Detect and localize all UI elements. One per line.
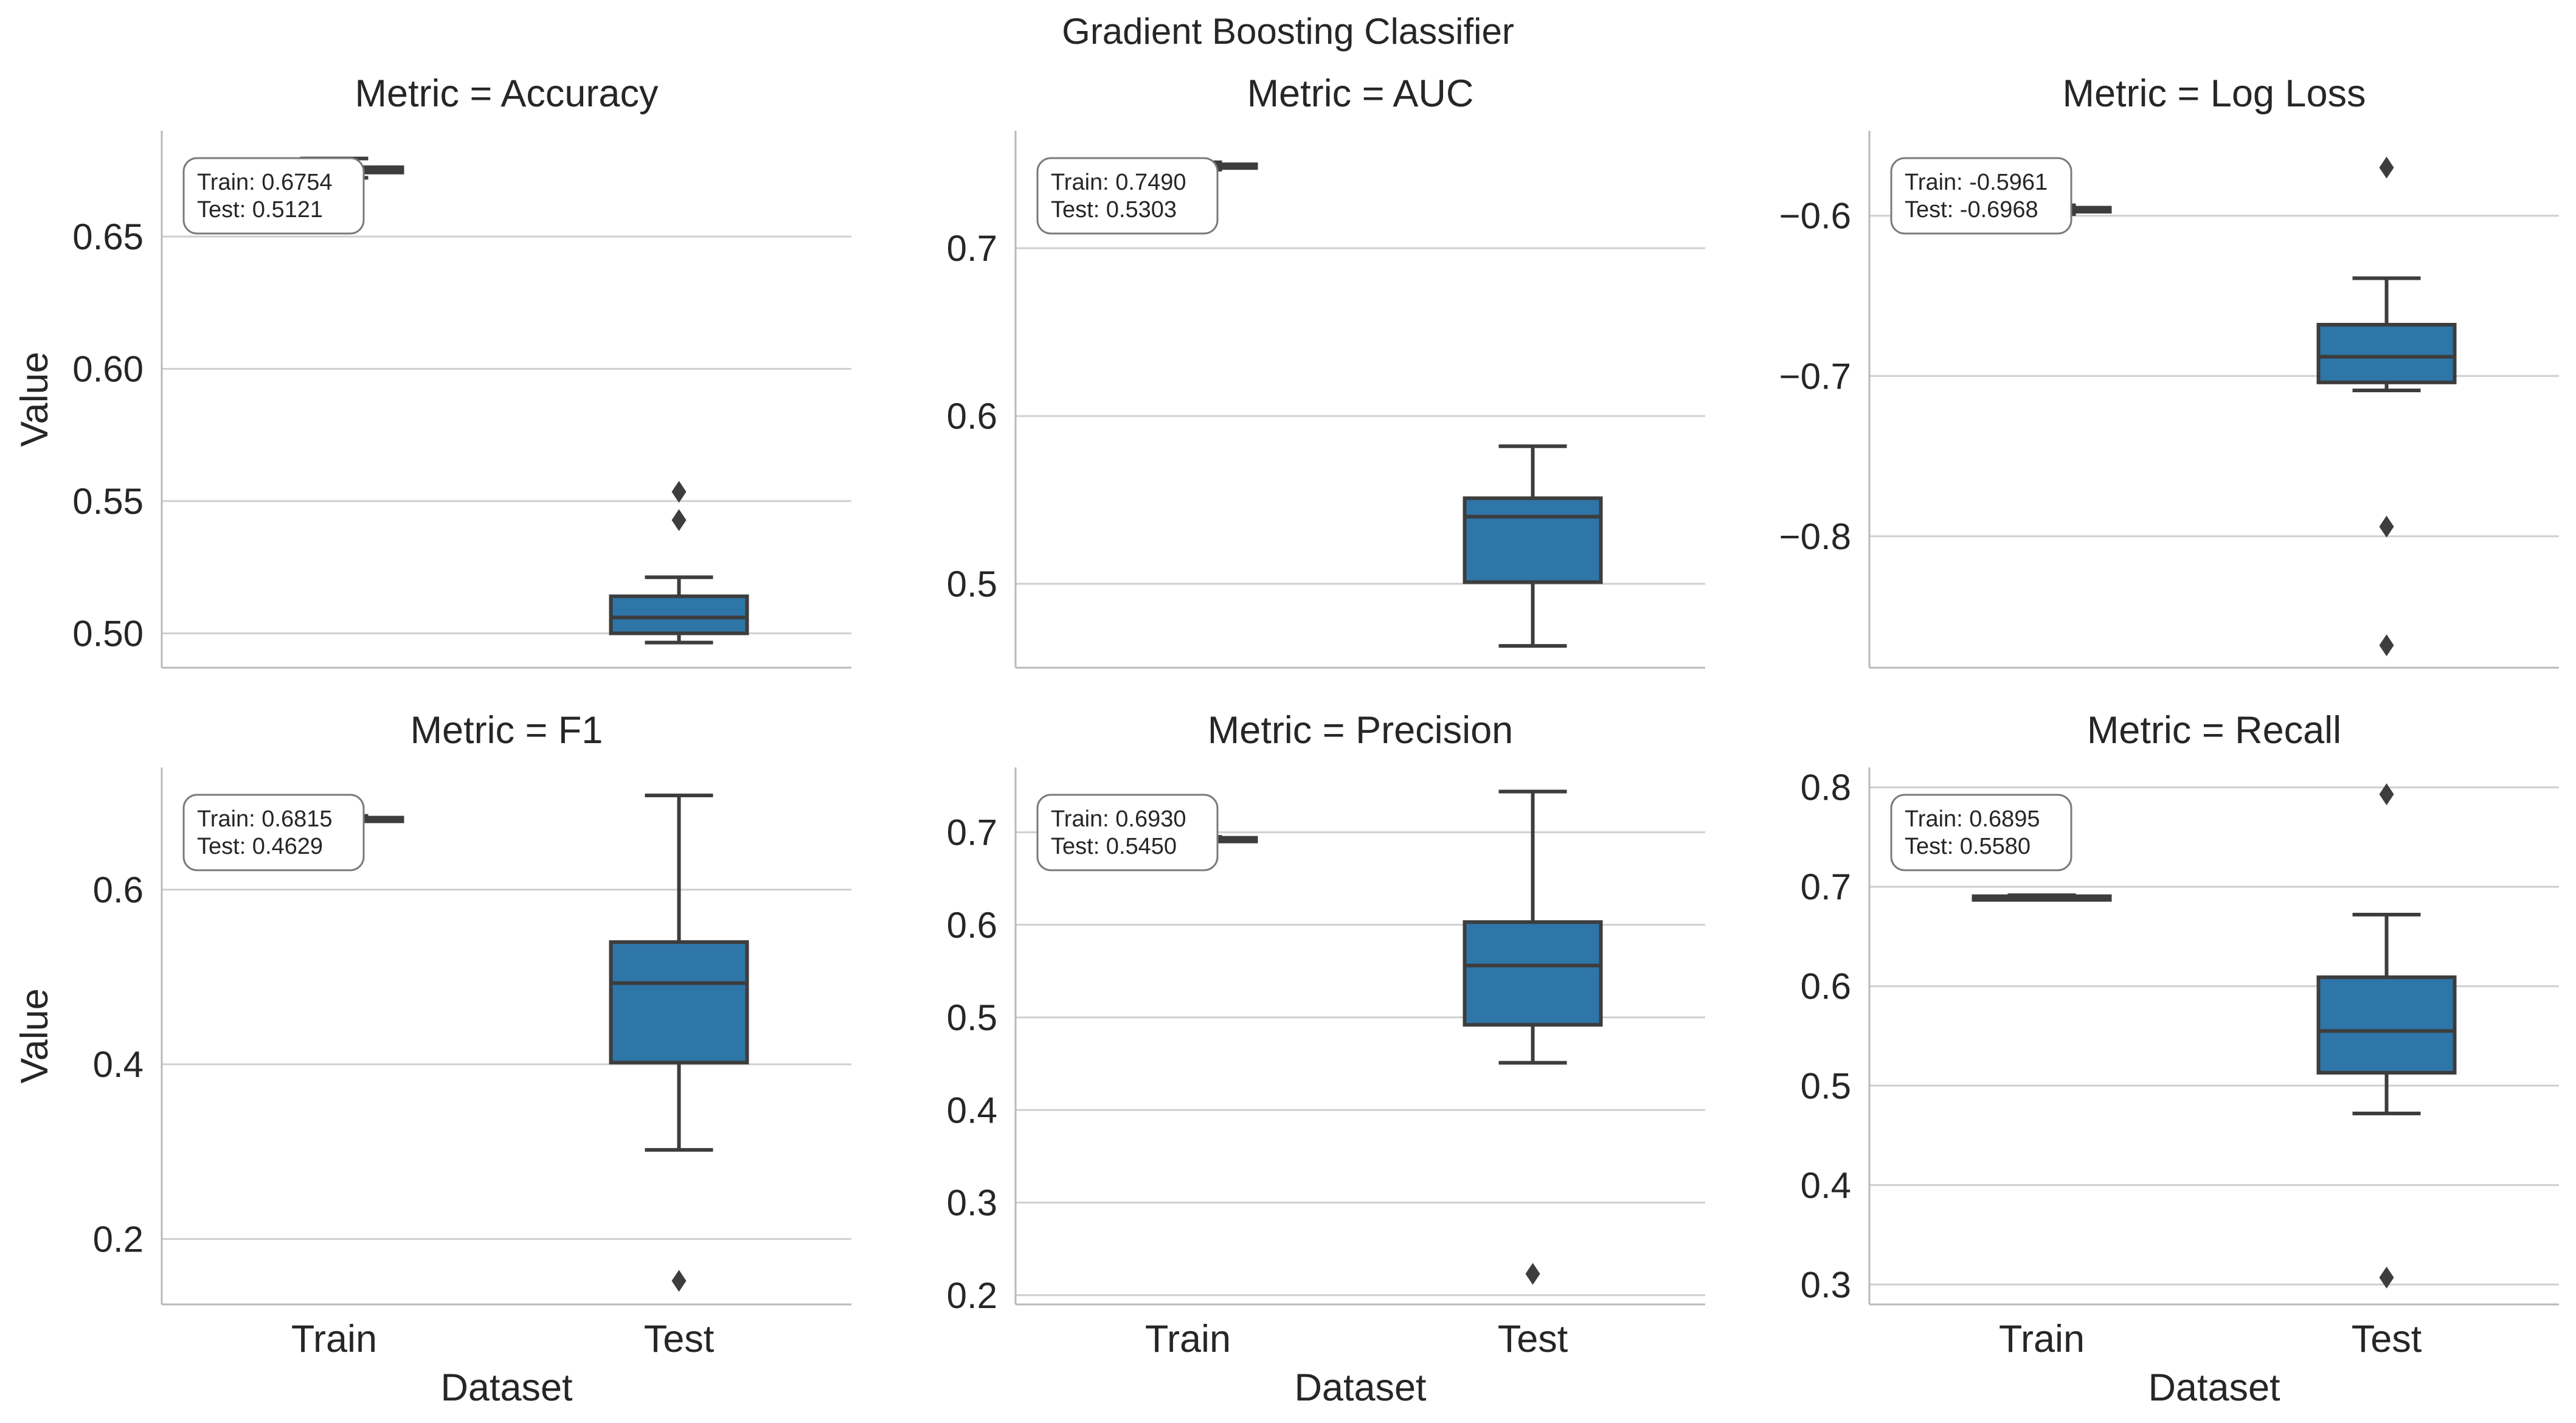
x-tick-label: Test	[1498, 1318, 1568, 1360]
y-tick-label: 0.4	[93, 1044, 144, 1085]
panel-title: Metric = Recall	[2087, 709, 2341, 752]
y-axis-label: Value	[13, 988, 56, 1083]
x-axis-label: Dataset	[1294, 1366, 1427, 1409]
box-test	[609, 594, 749, 635]
box-test	[609, 940, 749, 1065]
panel-2: −0.8 −0.7 −0.6 Metric = Log Loss Train: -0.5…	[1779, 72, 2559, 669]
outlier-marker	[2379, 156, 2394, 179]
annotation-box	[182, 157, 365, 235]
annotation-box	[1036, 157, 1219, 235]
outlier-marker	[671, 480, 687, 503]
outlier-marker	[671, 1270, 687, 1292]
annotation-text: Train: 0.6930	[1051, 806, 1186, 832]
y-tick-label: 0.8	[1801, 767, 1851, 808]
y-tick-label: 0.6	[947, 396, 997, 437]
y-tick-label: 0.6	[93, 870, 144, 910]
annotation-box	[1890, 794, 2072, 871]
x-tick-label: Test	[644, 1318, 715, 1360]
y-tick-label: 0.5	[1801, 1065, 1851, 1106]
panel-4: 0.2 0.3 0.4 0.5 0.6 0.7 Metric = Precision Trai…	[947, 709, 1705, 1409]
annotation-text: Train: 0.6815	[197, 806, 333, 832]
y-tick-label: 0.65	[72, 216, 144, 257]
annotation-text: Test: -0.6968	[1905, 197, 2038, 223]
annotation-text: Test: 0.5303	[1051, 197, 1177, 223]
y-tick-label: 0.6	[947, 905, 997, 946]
outlier-marker	[2379, 634, 2394, 657]
box-test	[2316, 975, 2457, 1075]
annotation-box	[182, 794, 365, 871]
annotation-text: Train: -0.5961	[1905, 170, 2048, 195]
x-tick-label: Test	[2352, 1318, 2422, 1360]
y-tick-label: 0.7	[1801, 867, 1851, 907]
annotation-text: Test: 0.5121	[197, 197, 323, 223]
panel-0: 0.50 0.55 0.60 0.65 Metric = Accuracy Value Tr…	[13, 72, 851, 669]
box-test	[1463, 496, 1603, 584]
x-axis-label: Dataset	[440, 1366, 573, 1409]
outlier-marker	[2379, 1266, 2394, 1289]
annotation-box	[1890, 157, 2072, 235]
outlier-marker	[2379, 783, 2394, 806]
panel-5: 0.3 0.4 0.5 0.6 0.7 0.8 Metric = Recall Train Te…	[1801, 709, 2559, 1409]
x-tick-label: Train	[1999, 1318, 2085, 1360]
outlier-marker	[2379, 516, 2394, 538]
annotation-text: Test: 0.5450	[1051, 834, 1177, 859]
y-tick-label: −0.8	[1779, 516, 1851, 557]
panel-title: Metric = Log Loss	[2063, 72, 2366, 115]
panel-3: 0.2 0.4 0.6 Metric = F1 Value Train Test Datase…	[13, 709, 851, 1409]
panel-title: Metric = Precision	[1208, 709, 1513, 752]
annotation-text: Train: 0.7490	[1051, 170, 1186, 195]
y-tick-label: 0.55	[72, 481, 144, 522]
y-tick-label: −0.7	[1779, 356, 1851, 396]
box-test	[2316, 322, 2457, 384]
y-tick-label: 0.2	[93, 1219, 144, 1259]
annotation-text: Train: 0.6754	[197, 170, 333, 195]
x-tick-label: Train	[291, 1318, 377, 1360]
y-tick-label: 0.7	[947, 812, 997, 853]
y-tick-label: 0.2	[947, 1275, 997, 1316]
outlier-marker	[671, 509, 687, 531]
annotation-text: Train: 0.6895	[1905, 806, 2040, 832]
figure-title: Gradient Boosting Classifier	[1062, 11, 1514, 52]
y-axis-label: Value	[13, 351, 56, 446]
x-axis-label: Dataset	[2148, 1366, 2280, 1409]
facet-grid: 0.50 0.55 0.60 0.65 Metric = Accuracy Value Tr…	[13, 72, 2559, 1409]
y-tick-label: 0.3	[1801, 1264, 1851, 1305]
y-tick-label: 0.3	[947, 1183, 997, 1224]
y-tick-label: 0.4	[1801, 1165, 1851, 1206]
y-tick-label: 0.7	[947, 228, 997, 269]
y-tick-label: 0.6	[1801, 966, 1851, 1007]
y-tick-label: 0.5	[947, 564, 997, 604]
y-tick-label: −0.6	[1779, 196, 1851, 237]
annotation-text: Test: 0.4629	[197, 834, 323, 859]
outlier-marker	[1525, 1262, 1540, 1285]
y-tick-label: 0.50	[72, 613, 144, 654]
panel-title: Metric = AUC	[1247, 72, 1474, 115]
panel-1: 0.5 0.6 0.7 Metric = AUC Train: 0.7490Test: …	[947, 72, 1705, 669]
box-test	[1463, 920, 1603, 1027]
y-tick-label: 0.5	[947, 997, 997, 1038]
x-tick-label: Train	[1145, 1318, 1231, 1360]
y-tick-label: 0.60	[72, 348, 144, 389]
panel-title: Metric = Accuracy	[355, 72, 659, 115]
annotation-box	[1036, 794, 1219, 871]
y-tick-label: 0.4	[947, 1090, 997, 1130]
panel-title: Metric = F1	[410, 709, 603, 752]
annotation-text: Test: 0.5580	[1905, 834, 2031, 859]
